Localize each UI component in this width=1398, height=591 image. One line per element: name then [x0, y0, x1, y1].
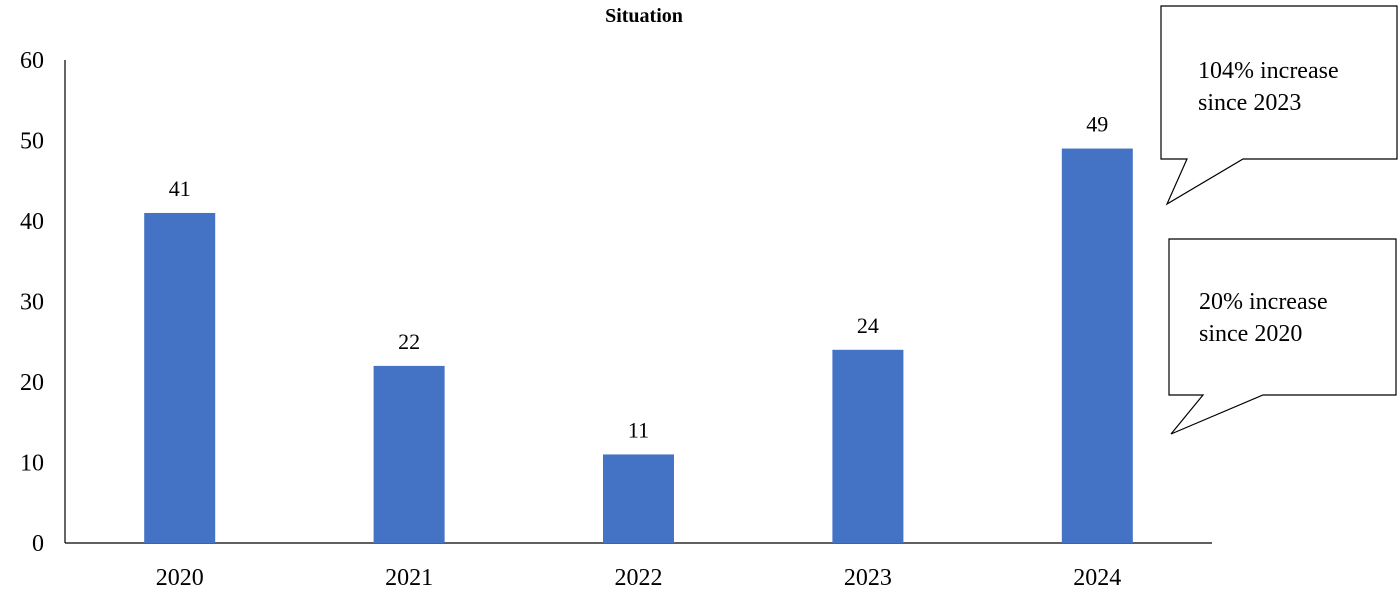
callout-text-line: since 2023: [1198, 90, 1301, 116]
callout-2: 20% increase since 2020: [1168, 238, 1397, 435]
x-tick-label-2020: 2020: [156, 565, 204, 591]
bar-2021: [373, 365, 445, 543]
bar-2022: [603, 454, 674, 543]
y-axis-tick-labels: 0 10 20 30 40 50 60: [20, 48, 44, 557]
chart-title: Situation: [605, 5, 683, 27]
x-axis-tick-labels: 2020 2021 2022 2023 2024: [156, 565, 1122, 591]
data-label-2022: 11: [628, 417, 649, 442]
data-label-2024: 49: [1086, 112, 1108, 137]
y-tick-label: 0: [32, 531, 44, 557]
y-tick-label: 30: [20, 290, 44, 316]
bar-2024: [1061, 148, 1133, 544]
callout-text-line: 20% increase: [1199, 289, 1328, 315]
x-tick-label-2022: 2022: [615, 565, 663, 591]
callout-text-line: 104% increase: [1198, 58, 1339, 84]
bar-2023: [832, 349, 904, 543]
y-tick-label: 60: [20, 48, 44, 74]
callout-bubble: [1168, 238, 1397, 435]
y-tick-label: 50: [20, 129, 44, 155]
callout-bubble: [1160, 5, 1398, 206]
callouts: 104% increase since 2023 20% increase since…: [1160, 5, 1398, 435]
bar-2020: [144, 212, 216, 543]
x-tick-label-2023: 2023: [844, 565, 892, 591]
data-label-2021: 22: [398, 329, 420, 354]
x-tick-label-2024: 2024: [1073, 565, 1121, 591]
x-tick-label-2021: 2021: [385, 565, 433, 591]
callout-1: 104% increase since 2023: [1160, 5, 1398, 206]
callout-text-line: since 2020: [1199, 321, 1302, 347]
y-tick-label: 20: [20, 370, 44, 396]
y-tick-label: 40: [20, 209, 44, 235]
data-labels: 41 22 11 24 49: [169, 112, 1109, 443]
data-label-2023: 24: [857, 313, 879, 338]
data-label-2020: 41: [169, 176, 191, 201]
y-tick-label: 10: [20, 451, 44, 477]
bars: [144, 148, 1133, 544]
